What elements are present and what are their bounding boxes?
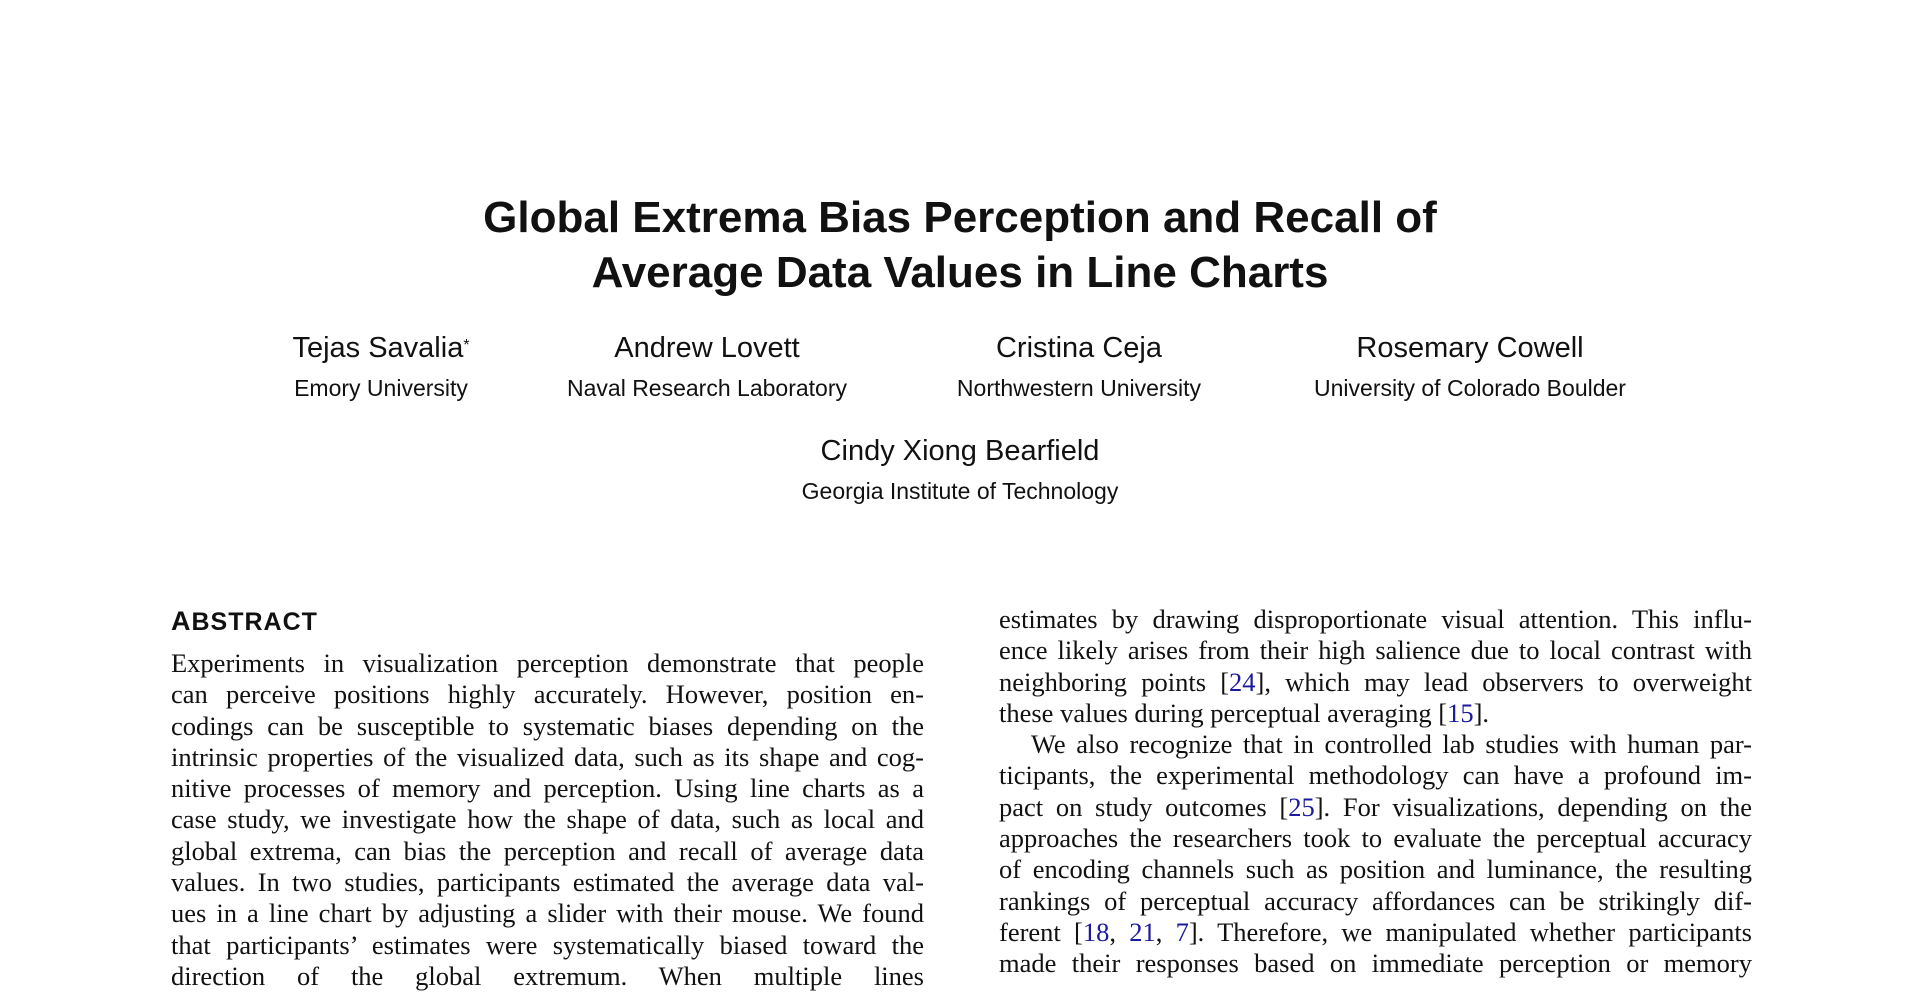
author-block: Cristina Ceja Northwestern University — [957, 331, 1201, 403]
paper-title-line-1: Global Extrema Bias Perception and Recal… — [483, 193, 1437, 242]
text-line: global extrema, can bias the perception … — [171, 835, 924, 866]
author-block: Cindy Xiong Bearfield Georgia Institute … — [802, 434, 1119, 506]
text-line: that participants’ estimates were system… — [171, 929, 924, 960]
text-line: ticipants, the experimental methodology … — [999, 760, 1752, 791]
text-line: pact on study outcomes [{25}]. For visua… — [999, 791, 1752, 822]
text-line: ferent [{18}, {21}, {7}]. Therefore, we … — [999, 916, 1752, 947]
text-line: We also recognize that in controlled lab… — [1031, 729, 1752, 760]
text-line: intrinsic properties of the visualized d… — [171, 741, 924, 772]
author-name: Cindy Xiong Bearfield — [820, 435, 1100, 467]
text-line: ence likely arises from their high salie… — [999, 635, 1752, 666]
corresponding-mark: * — [463, 337, 470, 354]
citation-link[interactable]: 18 — [1082, 916, 1110, 947]
body-text-column: estimates by drawing disproportionate vi… — [999, 604, 1752, 980]
author-block: Rosemary Cowell University of Colorado B… — [1314, 331, 1626, 403]
author-name: Rosemary Cowell — [1356, 332, 1584, 364]
author-affiliation: Georgia Institute of Technology — [801, 478, 1119, 504]
text-line: made their responses based on immediate … — [999, 948, 1752, 979]
text-line: Experiments in visualization perception … — [171, 648, 924, 678]
text-line: these values during perceptual averaging… — [999, 697, 1490, 728]
citation-link[interactable]: 21 — [1129, 916, 1156, 947]
citation-link[interactable]: 15 — [1447, 697, 1474, 728]
author-affiliation: University of Colorado Boulder — [1314, 375, 1626, 401]
text-line: case study, we investigate how the shape… — [171, 804, 924, 835]
author-name: Tejas Savalia* — [292, 331, 469, 365]
text-line: approaches the researchers took to evalu… — [999, 823, 1752, 854]
abstract-heading-rest: BSTRACT — [191, 608, 318, 636]
author-name: Andrew Lovett — [614, 332, 800, 364]
text-line: values. In two studies, participants est… — [171, 867, 924, 898]
text-line: can perceive positions highly accurately… — [171, 679, 924, 710]
citation-link[interactable]: 24 — [1229, 666, 1256, 697]
author-block: Andrew Lovett Naval Research Laboratory — [567, 331, 847, 403]
text-line: nitive processes of memory and perceptio… — [171, 773, 924, 804]
text-line: codings can be susceptible to systematic… — [171, 710, 924, 741]
author-name: Cristina Ceja — [995, 332, 1162, 364]
citation-link[interactable]: 25 — [1288, 791, 1315, 822]
abstract-text: Experiments in visualization perception … — [171, 648, 924, 992]
text-line: direction of the global extremum. When m… — [171, 960, 924, 991]
paper-title-line-2: Average Data Values in Line Charts — [591, 248, 1329, 297]
text-line: estimates by drawing disproportionate vi… — [999, 604, 1752, 634]
text-line: of encoding channels such as position an… — [999, 854, 1752, 885]
abstract-heading-initial: A — [171, 606, 192, 636]
text-line: ues in a line chart by adjusting a slide… — [171, 898, 924, 929]
text-line: neighboring points [{24}], which may lea… — [999, 666, 1752, 697]
text-line: rankings of perceptual accuracy affordan… — [999, 885, 1752, 916]
author-block: Tejas Savalia* Emory University — [292, 331, 469, 403]
author-name-text: Tejas Savalia — [292, 332, 464, 364]
citation-link[interactable]: 7 — [1175, 916, 1189, 947]
author-affiliation: Naval Research Laboratory — [567, 375, 847, 401]
author-affiliation: Emory University — [294, 375, 468, 401]
author-affiliation: Northwestern University — [956, 375, 1202, 401]
abstract-heading: ABSTRACT — [171, 606, 318, 637]
